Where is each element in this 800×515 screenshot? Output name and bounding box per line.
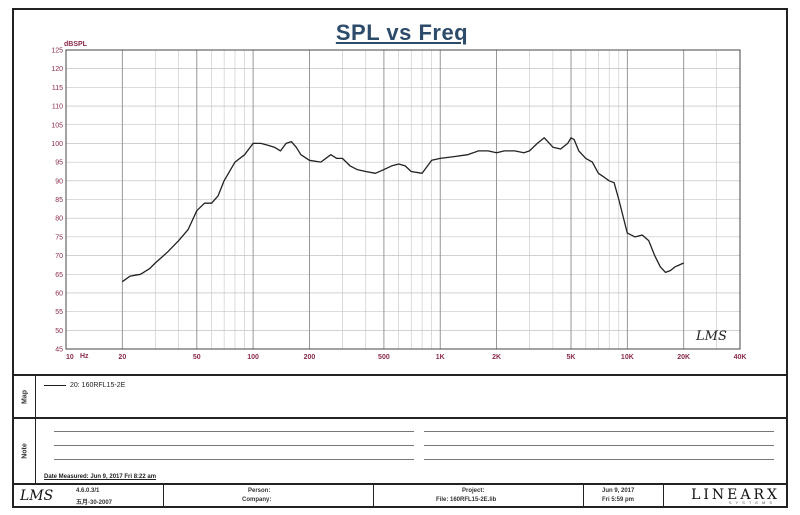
note-line <box>54 431 414 432</box>
y-tick-label: 45 <box>55 347 63 354</box>
x-tick-label: 5K <box>567 354 576 361</box>
x-tick-label: 50 <box>193 354 201 361</box>
person-label: Person: <box>248 488 271 494</box>
chart-title: SPL vs Freq <box>335 20 469 45</box>
y-tick-label: 100 <box>51 141 63 148</box>
x-tick-label: 200 <box>304 354 316 361</box>
y-tick-label: 70 <box>55 253 63 260</box>
grid-lines <box>65 49 741 350</box>
footer: LMS 4.6.0.3/1 五月-30-2007 Person: Company… <box>14 483 786 506</box>
legend-panel: Map 20: 160RFL15-2E <box>14 374 786 417</box>
file-label: File: 160RFL15-2E.lib <box>436 497 497 503</box>
series-layer <box>121 137 684 283</box>
y-tick-label: 85 <box>55 197 63 204</box>
note-line <box>424 459 774 460</box>
version: 4.6.0.3/1 <box>76 488 100 494</box>
x-tick-label: 40K <box>734 354 747 361</box>
legend-swatch <box>44 385 66 386</box>
footer-cell-project: Project: File: 160RFL15-2E.lib <box>374 485 584 506</box>
series-line <box>121 137 684 283</box>
x-tick-label: 100 <box>247 354 259 361</box>
project-label: Project: <box>462 488 485 494</box>
y-tick-label: 95 <box>55 160 63 167</box>
y-tick-label: 80 <box>55 216 63 223</box>
footer-cell-date: Jun 9, 2017 Fri 5:59 pm <box>584 485 664 506</box>
x-tick-label: 20K <box>677 354 690 361</box>
note-panel: Note Date Measured: Jun 9, 2017 Fri 8:22… <box>14 417 786 483</box>
legend-entry: 20: 160RFL15-2E <box>44 382 125 389</box>
map-label: Map <box>21 389 28 404</box>
y-tick-label: 125 <box>51 48 63 55</box>
note-line <box>54 445 414 446</box>
lms-logo: LMS <box>20 488 54 504</box>
version-date: 五月-30-2007 <box>76 500 113 506</box>
x-tick-label: 10K <box>621 354 634 361</box>
y-tick-label: 60 <box>55 290 63 297</box>
linearx-subtitle: SYSTEMS <box>728 500 776 505</box>
spl-chart: 125 120 115 110 105 100 95 90 85 80 75 70 65 60 55 50 45… <box>51 41 746 361</box>
y-axis-label: dBSPL <box>64 41 88 48</box>
x-tick-label: 20 <box>118 354 126 361</box>
date-measured: Date Measured: Jun 9, 2017 Fri 8:22 am <box>44 474 157 480</box>
legend-text: 20: 160RFL15-2E <box>70 382 126 389</box>
note-line <box>424 445 774 446</box>
y-tick-label: 105 <box>51 122 63 129</box>
y-tick-label: 120 <box>51 66 63 73</box>
x-tick-label: 10 <box>66 354 74 361</box>
x-tick-label: 1K <box>436 354 445 361</box>
footer-cell-person: Person: Company: <box>164 485 374 506</box>
y-tick-labels: 125 120 115 110 105 100 95 90 85 80 75 70 65 60 55 50 45 <box>51 48 63 354</box>
x-axis-unit: Hz <box>80 353 89 360</box>
note-line <box>424 431 774 432</box>
y-tick-label: 90 <box>55 178 63 185</box>
note-tab: Note <box>14 419 36 483</box>
note-line <box>54 459 414 460</box>
footer-time: Fri 5:59 pm <box>602 497 635 503</box>
y-tick-label: 50 <box>55 328 63 335</box>
linearx-logo: LINEARX <box>691 487 780 503</box>
report-frame: SPL vs Freq 125 120 115 110 105 100 95 90 85 80 75… <box>12 8 788 508</box>
y-tick-label: 65 <box>55 272 63 279</box>
y-tick-label: 75 <box>55 234 63 241</box>
footer-cell-logo: LMS 4.6.0.3/1 五月-30-2007 <box>14 485 164 506</box>
y-tick-label: 55 <box>55 309 63 316</box>
x-tick-label: 500 <box>378 354 390 361</box>
note-label: Note <box>21 443 28 459</box>
footer-date: Jun 9, 2017 <box>602 488 635 494</box>
x-tick-label: 2K <box>492 354 501 361</box>
company-label: Company: <box>242 497 272 503</box>
plot-border <box>65 49 741 350</box>
lms-watermark: LMS <box>695 329 727 344</box>
map-tab: Map <box>14 376 36 417</box>
y-tick-label: 115 <box>52 85 63 92</box>
x-tick-labels: 10 20 50 100 200 500 1K 2K 5K 10K 20K 40K <box>66 354 746 361</box>
y-tick-label: 110 <box>52 104 63 111</box>
